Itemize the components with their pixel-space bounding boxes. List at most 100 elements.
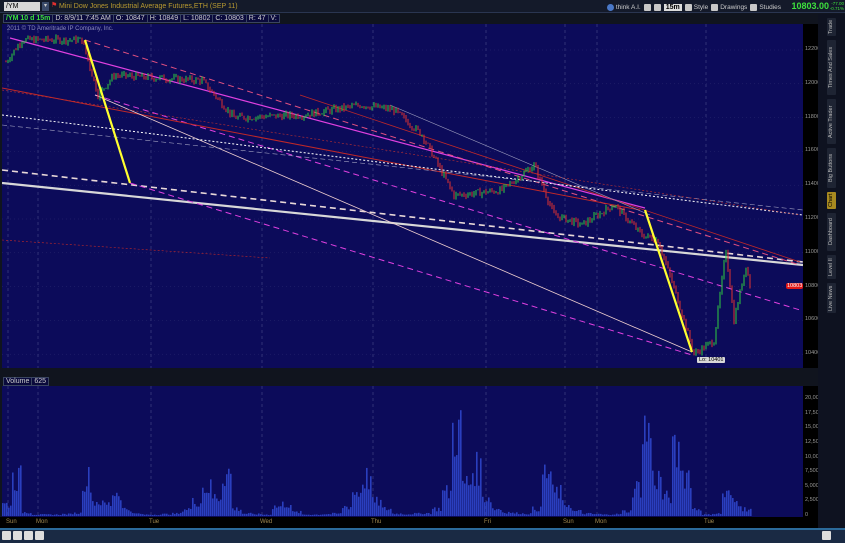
symbol-input[interactable]: /YM xyxy=(4,2,40,11)
sidebar-tab-chart[interactable]: Chart xyxy=(827,192,836,209)
zoom-out-icon[interactable] xyxy=(24,531,33,540)
volume-bar xyxy=(182,511,184,516)
volume-bar xyxy=(710,515,712,516)
symbol-dropdown-button[interactable]: ▾ xyxy=(42,2,49,11)
volume-bar xyxy=(110,505,112,516)
volume-bar xyxy=(528,514,530,516)
volume-bar xyxy=(346,506,348,516)
volume-tick-label: 0 xyxy=(805,512,809,518)
volume-bar xyxy=(540,506,542,516)
volume-bar xyxy=(172,512,174,516)
volume-bar xyxy=(556,486,558,516)
volume-bar xyxy=(2,503,4,516)
instrument-title: Mini Dow Jones Industrial Average Future… xyxy=(59,3,238,10)
sidebar-tab-level-ii[interactable]: Level II xyxy=(827,255,836,279)
crosshair-icon[interactable] xyxy=(653,3,661,11)
volume-bar xyxy=(58,514,60,516)
draw-line-icon[interactable] xyxy=(35,531,44,540)
volume-bar xyxy=(630,510,632,516)
volume-bar xyxy=(472,473,474,516)
style-button[interactable]: Style xyxy=(684,3,708,11)
volume-bar xyxy=(524,514,526,516)
volume-bar xyxy=(202,487,204,516)
grid-icon[interactable] xyxy=(2,531,11,540)
volume-bar xyxy=(218,501,220,516)
volume-bar xyxy=(198,506,200,516)
volume-bar xyxy=(460,410,462,516)
sidebar-tab-big-buttons[interactable]: Big Buttons xyxy=(827,148,836,188)
volume-bar xyxy=(192,497,194,516)
volume-bar xyxy=(386,510,388,516)
volume-bar xyxy=(214,494,216,516)
volume-bar xyxy=(712,513,714,516)
volume-bar xyxy=(448,498,450,516)
copyright-text: 2011 © TD Ameritrade IP Company, Inc. xyxy=(7,26,114,32)
sidebar-tab-live-news[interactable]: Live News xyxy=(827,283,836,313)
volume-bar xyxy=(690,488,692,516)
volume-bar xyxy=(656,489,658,516)
volume-bar xyxy=(134,513,136,516)
volume-bar xyxy=(320,514,322,516)
volume-bar xyxy=(396,513,398,516)
volume-bar xyxy=(570,508,572,516)
volume-bar xyxy=(586,513,588,516)
volume-bar xyxy=(692,508,694,516)
volume-bar xyxy=(522,513,524,516)
volume-bar xyxy=(718,513,720,516)
volume-bar xyxy=(470,484,472,516)
volume-bar xyxy=(246,513,248,516)
volume-bar xyxy=(140,513,142,516)
volume-bar xyxy=(702,515,704,516)
volume-bar xyxy=(476,451,478,516)
volume-bar xyxy=(280,506,282,516)
sidebar-tab-trade[interactable]: Trade xyxy=(827,18,836,36)
volume-bar xyxy=(388,509,390,516)
sidebar-tab-dashboard[interactable]: Dashboard xyxy=(827,213,836,251)
time-axis[interactable]: Sun Mon Tue Wed Thu Fri Sun Mon Tue xyxy=(0,517,818,528)
volume-bar xyxy=(234,510,236,516)
volume-bar xyxy=(224,486,226,516)
info-low: L: 10802 xyxy=(180,14,213,23)
volume-bar xyxy=(478,485,480,516)
volume-bar xyxy=(186,509,188,516)
think-ai-button[interactable]: think A.I. xyxy=(606,3,641,11)
volume-bar xyxy=(494,510,496,516)
zoom-icon[interactable] xyxy=(643,3,651,11)
volume-bar xyxy=(374,502,376,516)
chart-toolbar: think A.I. 15m Style Drawings Studies xyxy=(606,2,781,12)
price-chart[interactable] xyxy=(2,24,803,368)
volume-bar xyxy=(628,512,630,516)
volume-bar xyxy=(662,499,664,516)
last-price-marker: 10803 xyxy=(786,283,804,289)
sidebar-tab-active-trader[interactable]: Active Trader xyxy=(827,99,836,144)
info-open: O: 10847 xyxy=(112,14,147,23)
timeframe-button[interactable]: 15m xyxy=(663,3,682,11)
volume-bar xyxy=(644,415,646,516)
volume-bar xyxy=(330,514,332,516)
zoom-in-icon[interactable] xyxy=(13,531,22,540)
volume-bar xyxy=(502,512,504,516)
volume-bar xyxy=(578,510,580,516)
volume-bar xyxy=(132,513,134,516)
info-symbol[interactable]: /YM 10 d 15m xyxy=(3,14,53,23)
volume-bar xyxy=(62,513,64,516)
volume-bar xyxy=(698,509,700,516)
expand-icon[interactable] xyxy=(822,531,831,540)
volume-bar xyxy=(38,514,40,516)
pencil-icon xyxy=(711,3,719,11)
volume-bar xyxy=(400,513,402,516)
flag-icon[interactable]: ⚑ xyxy=(51,2,58,9)
volume-bar xyxy=(4,503,6,516)
title-bar: /YM ▾ ⚑ Mini Dow Jones Industrial Averag… xyxy=(0,0,845,13)
volume-chart[interactable] xyxy=(2,386,803,517)
volume-bar xyxy=(694,508,696,516)
price-axis[interactable]: 12200 12000 11800 11600 11400 11200 11000 10800… xyxy=(803,24,820,368)
volume-bar xyxy=(248,513,250,516)
sidebar-tab-times-and-sales[interactable]: Times And Sales xyxy=(827,40,836,95)
volume-bar xyxy=(274,505,276,516)
drawings-button[interactable]: Drawings xyxy=(711,3,747,11)
studies-button[interactable]: Studies xyxy=(750,3,781,11)
time-label: Mon xyxy=(595,519,607,525)
volume-bar xyxy=(264,514,266,516)
volume-bar xyxy=(672,436,674,516)
